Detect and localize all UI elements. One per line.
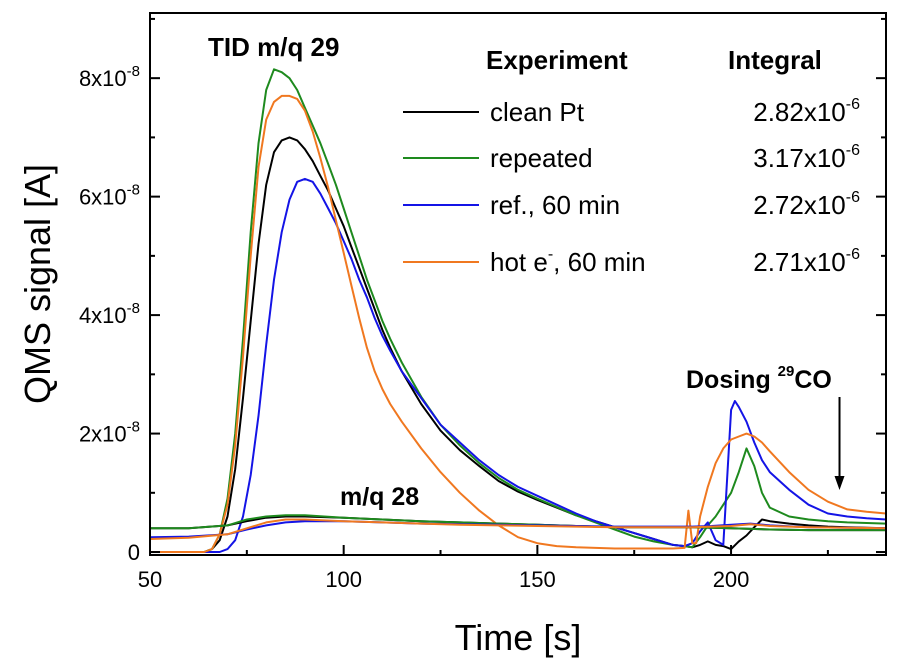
legend-integral-3: 2.71x10-6 (753, 246, 860, 277)
legend-integral-0: 2.82x10-6 (753, 96, 860, 127)
y-tick-label-4: 8x10-8 (79, 63, 140, 91)
y-tick-label-3: 6x10-8 (79, 182, 140, 210)
series-line-0 (150, 136, 887, 553)
series-line-5 (150, 514, 886, 532)
series-line-3 (150, 94, 887, 553)
series-line-1 (150, 68, 887, 553)
legend-header-experiment: Experiment (486, 45, 628, 75)
x-tick-label-3: 200 (713, 567, 750, 592)
y-axis-title: QMS signal [A] (17, 164, 58, 404)
series-line-7 (149, 518, 887, 540)
legend-label-3: hot e-, 60 min (490, 246, 646, 277)
annotation-dosing-prefix: Dosing (686, 366, 778, 394)
y-tick-label-0: 0 (128, 540, 140, 565)
x-tick-label-2: 150 (519, 567, 556, 592)
x-tick-label-0: 50 (138, 567, 162, 592)
annotation-dosing-suffix: CO (794, 366, 832, 394)
ticks-layer: 50 100 150 200 0 2x10-8 4x10-8 6x10-8 8x10-8 (79, 17, 886, 592)
legend-integral-2: 2.72x10-6 (753, 189, 860, 220)
legend-label-0: clean Pt (490, 97, 585, 127)
y-tick-label-2: 4x10-8 (79, 300, 140, 328)
legend-header-integral: Integral (728, 45, 822, 75)
legend-integral-1: 3.17x10-6 (753, 142, 860, 173)
legend-label-2: ref., 60 min (490, 190, 620, 220)
legend: Experiment Integral clean Pt 2.82x10-6 rep… (403, 45, 860, 277)
annotation-dosing-sup: 29 (778, 363, 795, 380)
x-axis-title: Time [s] (455, 617, 582, 658)
annotation-arrow (834, 397, 845, 490)
series-line-2 (150, 177, 887, 553)
legend-label-1: repeated (490, 143, 593, 173)
dosing-arrow-head (834, 476, 845, 490)
annotation-tid: TID m/q 29 (208, 32, 339, 62)
annotation-dosing: Dosing 29CO (686, 363, 832, 394)
x-tick-label-1: 100 (325, 567, 362, 592)
series-layer (149, 68, 887, 553)
plot-frame (149, 12, 887, 556)
y-tick-label-1: 2x10-8 (79, 419, 140, 447)
annotation-mq28: m/q 28 (340, 483, 419, 511)
